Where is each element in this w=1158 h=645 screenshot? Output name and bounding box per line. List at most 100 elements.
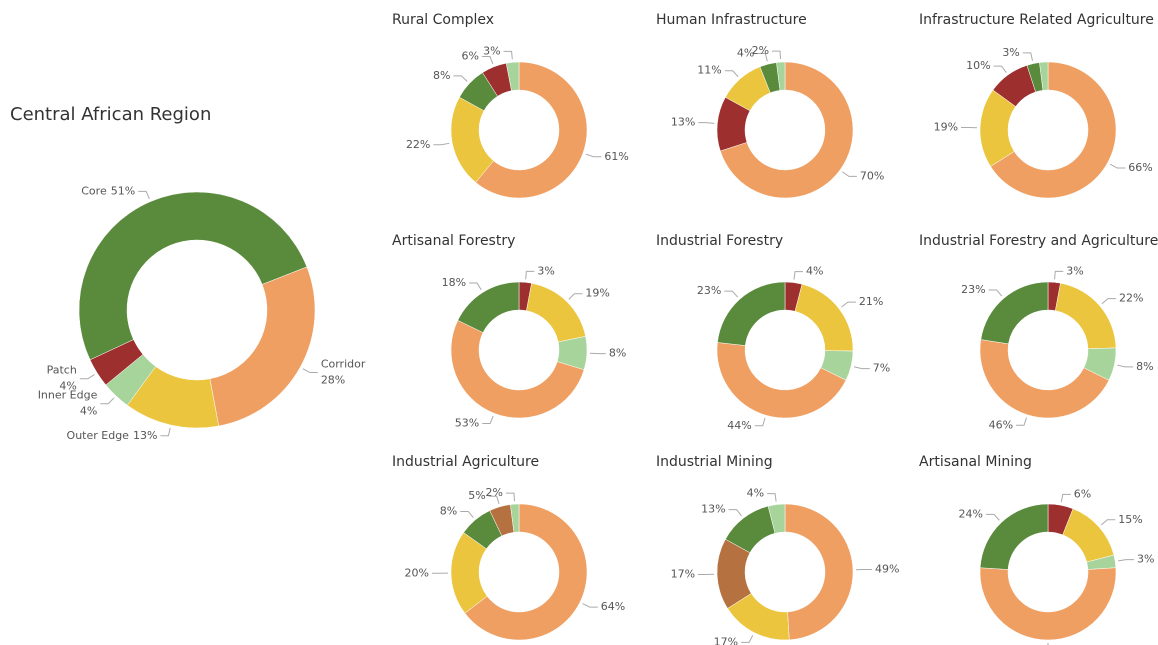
category-label: Patch <box>47 364 77 377</box>
value-label: 15% <box>1118 513 1142 526</box>
data-label: Outer Edge 13% <box>67 429 158 442</box>
value-label: 28% <box>321 374 345 387</box>
leader-line <box>505 492 515 502</box>
donut-slice <box>720 61 854 199</box>
value-label: 6% <box>1074 487 1091 500</box>
chart-title: Rural Complex <box>392 12 494 28</box>
value-label: 8% <box>440 504 457 517</box>
value-label: 53% <box>455 417 479 430</box>
leader-line <box>1101 298 1116 305</box>
value-label: 7% <box>873 362 890 375</box>
value-label: 2% <box>486 486 503 499</box>
value-label: 11% <box>697 64 721 77</box>
value-label: 19% <box>934 121 958 134</box>
chart-title: Artisanal Forestry <box>392 233 515 249</box>
value-label: 4% <box>80 405 97 418</box>
leader-line <box>988 289 1003 297</box>
leader-line <box>1022 52 1033 61</box>
value-label: 21% <box>859 295 883 308</box>
chart-title: Infrastructure Related Agriculture <box>919 12 1154 28</box>
value-label: 22% <box>406 138 430 151</box>
value-label: 8% <box>1136 360 1153 373</box>
leader-line <box>503 50 513 60</box>
leader-line <box>1118 559 1135 562</box>
donut-slice <box>784 503 854 641</box>
leader-line <box>1100 519 1116 526</box>
leader-line <box>525 270 535 280</box>
value-label: 17% <box>671 567 695 580</box>
value-label: 4% <box>737 46 754 59</box>
value-label: 3% <box>537 264 554 277</box>
leader-line <box>469 282 482 291</box>
value-label: 13% <box>701 503 725 516</box>
leader-line <box>853 366 870 370</box>
donut-slice <box>979 567 1117 641</box>
value-label: 17% <box>714 635 738 645</box>
value-label: 2% <box>752 44 769 57</box>
leader-line <box>724 70 739 78</box>
value-label: 66% <box>1128 161 1152 174</box>
donut-slice <box>716 342 847 419</box>
donut-slice <box>505 61 520 92</box>
leader-line <box>842 171 857 177</box>
value-label: 70% <box>860 169 884 182</box>
leader-line <box>79 374 95 380</box>
value-label: 64% <box>601 600 625 613</box>
value-label: 24% <box>958 507 982 520</box>
value-label: 49% <box>875 563 899 576</box>
donut-slice <box>475 61 588 199</box>
value-label: 4% <box>806 265 823 278</box>
value-label: 8% <box>609 347 626 360</box>
leader-line <box>302 368 318 374</box>
donut-slice <box>464 503 588 641</box>
leader-line <box>568 293 583 300</box>
donut-slice <box>1062 508 1115 563</box>
value-label: 3% <box>1002 46 1019 59</box>
category-label: Outer Edge <box>67 429 130 442</box>
value-label: 19% <box>585 287 609 300</box>
donut-slice <box>526 282 586 343</box>
leader-line <box>841 301 856 308</box>
donut-slice <box>1039 61 1049 91</box>
leader-line <box>757 52 768 62</box>
chart-title: Industrial Agriculture <box>392 454 539 470</box>
value-label: 46% <box>989 418 1013 431</box>
donut-slice <box>980 281 1049 345</box>
donut-slice <box>450 320 585 419</box>
value-label: 13% <box>671 116 695 129</box>
leader-line <box>985 513 1000 521</box>
value-label: 44% <box>727 419 751 432</box>
leader-line <box>582 603 598 608</box>
value-label: 6% <box>461 50 478 63</box>
leader-line <box>724 290 739 298</box>
value-label: 5% <box>468 489 485 502</box>
category-label: Inner Edge <box>38 389 98 402</box>
leader-line <box>728 509 742 517</box>
donut-slice <box>979 503 1049 570</box>
donut-slice <box>510 503 520 533</box>
donut-slice <box>767 503 786 534</box>
value-label: 4% <box>747 487 764 500</box>
donut-slice <box>89 339 144 386</box>
leader-line <box>1117 364 1134 368</box>
value-label: 51% <box>111 184 135 197</box>
leader-line <box>482 415 494 425</box>
leader-line <box>433 142 450 146</box>
value-label: 4% <box>59 380 76 393</box>
leader-line <box>481 56 494 65</box>
value-label: 20% <box>405 566 429 579</box>
chart-title: Industrial Forestry and Agriculture <box>919 233 1158 249</box>
value-label: 22% <box>1119 292 1143 305</box>
donut-slice <box>776 61 786 91</box>
donut-slice <box>1055 282 1117 350</box>
donut-slice <box>209 266 316 427</box>
data-label: Core 51% <box>81 184 135 197</box>
leader-line <box>741 635 754 643</box>
leader-line <box>767 493 777 502</box>
leader-line <box>1060 493 1071 503</box>
leader-line <box>1109 163 1126 169</box>
donut-slice <box>457 281 520 333</box>
leader-line <box>993 65 1007 73</box>
donut-slice <box>990 61 1117 199</box>
